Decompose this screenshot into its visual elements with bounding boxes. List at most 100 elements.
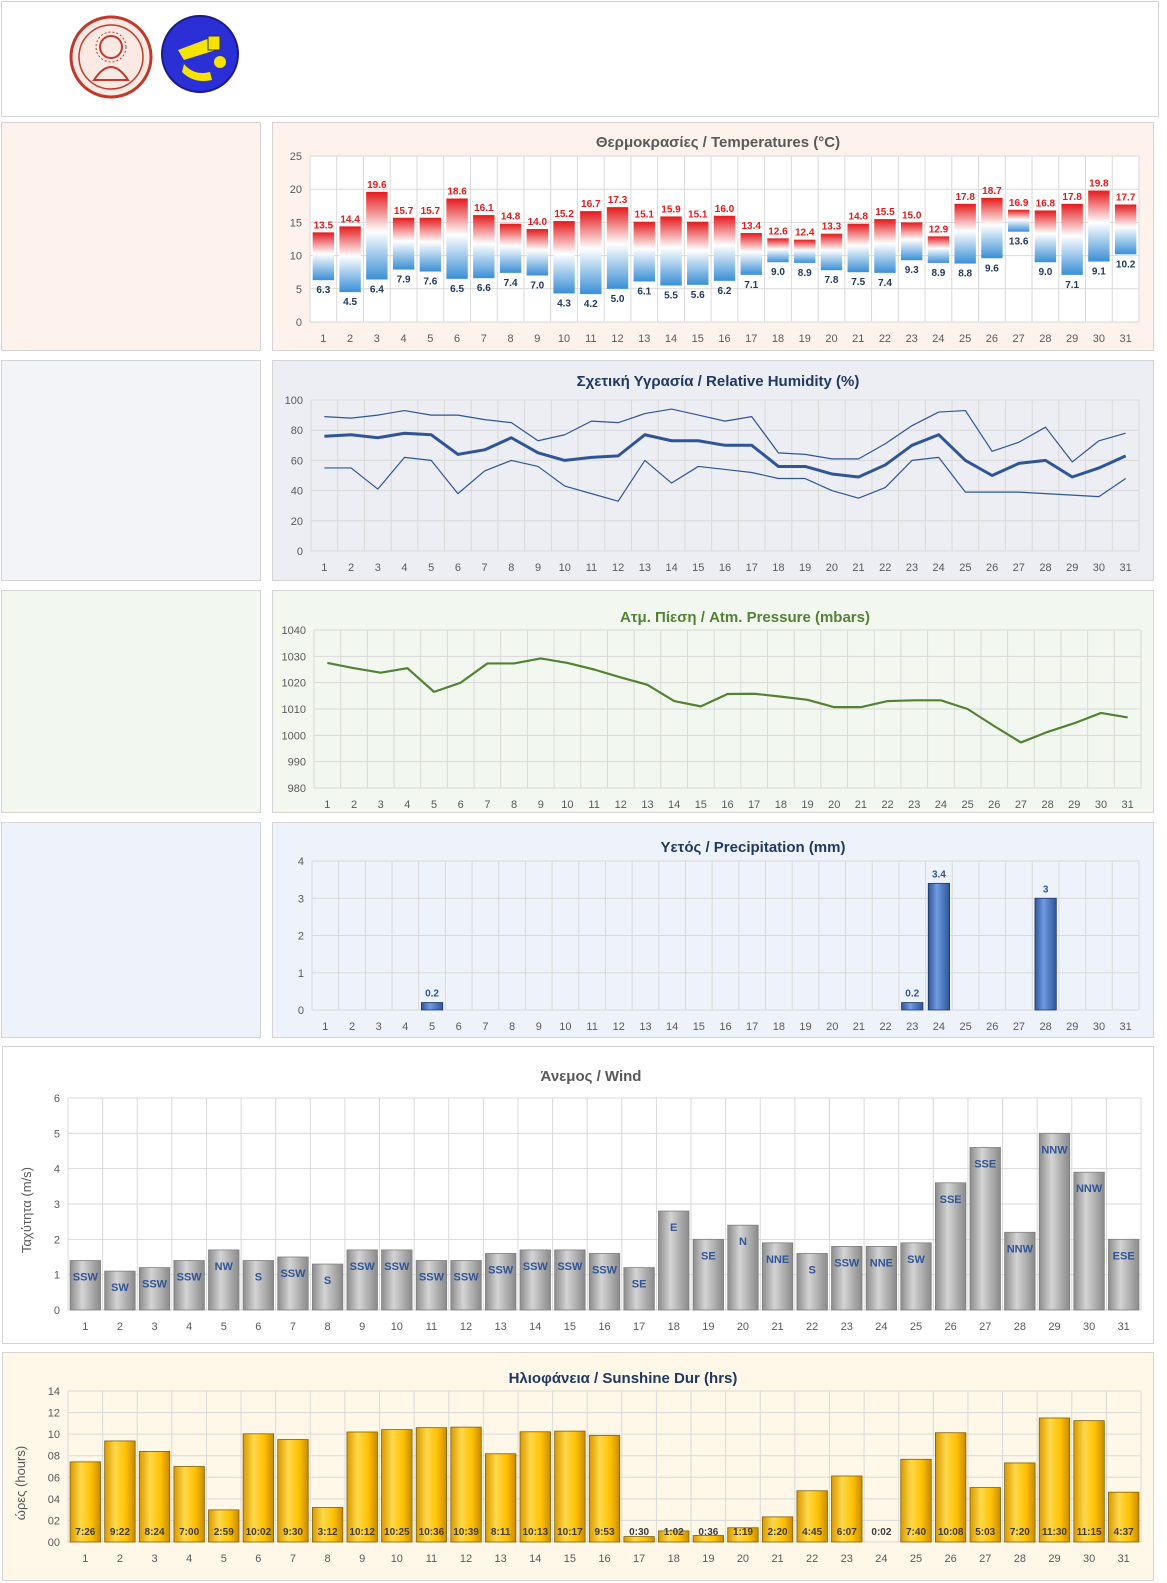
pressure-ytick-label: 1010	[282, 704, 306, 716]
humidity-xtick-label: 28	[1039, 562, 1051, 574]
pressure-xtick-label: 4	[404, 799, 410, 811]
wind-direction-label: N	[739, 1236, 747, 1248]
wind-xtick-label: 29	[1048, 1321, 1060, 1333]
temp-min-label: 5.0	[611, 294, 625, 305]
precip-xtick-label: 9	[536, 1021, 542, 1033]
temp-range-bar	[954, 203, 976, 264]
humidity-xtick-label: 22	[879, 562, 891, 574]
sunshine-duration-label: 10:02	[246, 1527, 272, 1538]
wind-xtick-label: 19	[702, 1321, 714, 1333]
sunshine-duration-label: 1:19	[733, 1527, 753, 1538]
wind-direction-label: SW	[907, 1254, 925, 1266]
sunshine-bar	[1108, 1491, 1140, 1543]
sunshine-xtick-label: 3	[151, 1553, 157, 1565]
sunshine-xtick-label: 1	[82, 1553, 88, 1565]
temp-xtick-label: 27	[1013, 333, 1025, 345]
humidity-xtick-label: 19	[799, 562, 811, 574]
precip-xtick-label: 23	[906, 1021, 918, 1033]
wind-xtick-label: 11	[426, 1321, 437, 1333]
sunshine-duration-label: 7:00	[179, 1527, 199, 1538]
wind-bar	[934, 1182, 967, 1311]
humidity-max-line	[324, 408, 1126, 463]
sunshine-xtick-label: 26	[945, 1553, 957, 1565]
temp-ytick-label: 20	[290, 184, 302, 196]
wind-xtick-label: 31	[1118, 1321, 1130, 1333]
temp-xtick-label: 28	[1039, 333, 1051, 345]
temp-min-label: 4.2	[584, 299, 598, 310]
pressure-title: Ατμ. Πίεση / Atm. Pressure (mbars)	[620, 609, 870, 626]
temp-max-label: 15.9	[661, 204, 681, 215]
pressure-chart: Ατμ. Πίεση / Atm. Pressure (mbars) 980 99…	[272, 590, 1154, 813]
precip-ytick-label: 4	[298, 856, 304, 868]
wind-xtick-label: 21	[771, 1321, 783, 1333]
wind-direction-label: SSW	[454, 1272, 480, 1284]
temp-max-label: 14.0	[528, 217, 548, 228]
sunshine-xtick-label: 7	[290, 1553, 296, 1565]
sunshine-duration-label: 5:03	[975, 1527, 995, 1538]
wind-xtick-label: 2	[117, 1321, 123, 1333]
wind-direction-label: SSW	[523, 1261, 549, 1273]
temp-xtick-label: 23	[906, 333, 918, 345]
sunshine-bar	[969, 1487, 1001, 1543]
pressure-ytick-label: 980	[288, 783, 306, 795]
temp-max-label: 18.7	[982, 186, 1002, 197]
precip-xtick-label: 13	[639, 1021, 651, 1033]
temp-range-bar	[874, 219, 896, 273]
precip-xtick-label: 15	[693, 1021, 705, 1033]
temp-min-label: 7.4	[878, 278, 892, 289]
precip-value-label: 0.2	[425, 989, 439, 1000]
temp-min-label: 7.5	[851, 277, 865, 288]
temp-range-bar	[1114, 204, 1137, 255]
temp-max-label: 17.8	[955, 192, 975, 203]
precip-bar	[901, 1002, 924, 1011]
temp-max-label: 15.7	[421, 206, 441, 217]
wind-bar	[658, 1210, 690, 1311]
temp-min-label: 4.5	[343, 297, 357, 308]
precip-ytick-label: 2	[298, 931, 304, 943]
humidity-xtick-label: 24	[933, 562, 945, 574]
wind-ytick-label: 3	[54, 1199, 60, 1211]
pressure-line	[327, 657, 1128, 744]
wind-ytick-label: 1	[54, 1270, 60, 1282]
wind-bar	[727, 1224, 759, 1311]
wind-bar	[69, 1260, 101, 1311]
temp-range-bar	[660, 216, 682, 286]
humidity-xtick-label: 1	[321, 562, 327, 574]
wind-bar	[1038, 1132, 1071, 1311]
sunshine-bar	[277, 1439, 309, 1543]
wind-xtick-label: 10	[391, 1321, 403, 1333]
wind-bar	[450, 1260, 482, 1311]
wind-xtick-label: 8	[325, 1321, 331, 1333]
humidity-ytick-label: 60	[291, 455, 303, 467]
precip-xtick-label: 31	[1120, 1021, 1132, 1033]
sunshine-duration-label: 10:25	[384, 1527, 410, 1538]
temp-min-label: 8.9	[931, 268, 945, 279]
precip-bar	[420, 1002, 444, 1011]
wind-direction-label: NNW	[1076, 1183, 1103, 1195]
wind-direction-label: SSW	[834, 1257, 860, 1269]
sunshine-bar	[761, 1516, 794, 1543]
precip-xtick-label: 10	[559, 1021, 571, 1033]
wind-direction-label: SSW	[73, 1272, 99, 1284]
humidity-xtick-label: 6	[455, 562, 461, 574]
pressure-ytick-label: 1030	[282, 651, 306, 663]
wind-bar	[519, 1249, 551, 1311]
humidity-ytick-label: 0	[297, 546, 303, 558]
pressure-xtick-label: 2	[351, 799, 357, 811]
precip-xtick-label: 21	[853, 1021, 865, 1033]
wind-xtick-label: 12	[460, 1321, 472, 1333]
temp-range-bar	[446, 198, 468, 279]
temp-xtick-label: 7	[481, 333, 487, 345]
humidity-xtick-label: 21	[852, 562, 864, 574]
temp-max-label: 16.8	[1036, 198, 1056, 209]
sunshine-xtick-label: 14	[529, 1553, 541, 1565]
humidity-xtick-label: 7	[482, 562, 488, 574]
temp-range-bar	[580, 211, 602, 295]
wind-ylabel: Ταχύτητα (m/s)	[19, 1167, 34, 1253]
sunshine-bar	[1038, 1417, 1071, 1543]
wind-bar	[104, 1270, 136, 1311]
temp-range-bar	[1007, 209, 1030, 232]
wind-xtick-label: 26	[945, 1321, 957, 1333]
sunshine-duration-label: 4:45	[802, 1527, 822, 1538]
wind-xtick-label: 4	[186, 1321, 192, 1333]
